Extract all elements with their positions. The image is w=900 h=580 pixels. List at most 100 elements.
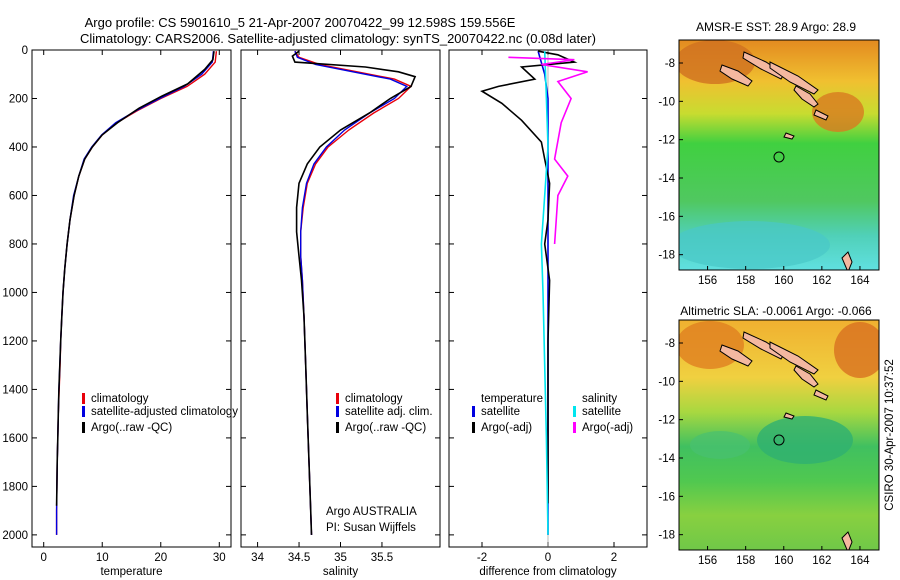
legend-argo-label: Argo(..raw -QC) xyxy=(91,422,172,434)
map-y-tick-label: -8 xyxy=(665,338,675,350)
sla-low-patch xyxy=(690,431,750,459)
map-axis-ticks: 156 158 160 162 164 -8 -10 -12 -14 -16 -18 xyxy=(658,338,870,567)
map-y-tick-label: -12 xyxy=(658,135,675,147)
map-x-tick-label: 158 xyxy=(736,555,755,567)
y-tick-label: 400 xyxy=(9,142,28,154)
island-landmass xyxy=(813,109,829,121)
x-tick-label: 0 xyxy=(41,552,47,564)
map-x-tick-label: 160 xyxy=(774,555,793,567)
y-tick-label: 1400 xyxy=(2,384,28,396)
x-tick-label: 20 xyxy=(154,552,167,564)
sla-high-patch xyxy=(679,321,744,369)
legend-climatology-label: climatology xyxy=(91,393,149,405)
legend-sal-argo-label: Argo(-adj) xyxy=(582,422,633,434)
credit-line1: Argo AUSTRALIA xyxy=(326,506,417,518)
y-tick-label: 200 xyxy=(9,93,28,105)
legend-temperature-heading: temperature xyxy=(481,393,543,405)
y-tick-label: 0 xyxy=(22,45,28,57)
map-y-tick-label: -10 xyxy=(658,96,675,108)
legend-sal-satellite-swatch xyxy=(573,406,576,417)
profile-panel-1: 34 34.5 35 35.5 salinity xyxy=(240,49,441,578)
x-axis-label: salinity xyxy=(323,566,358,578)
argo-float-marker xyxy=(773,151,785,163)
figure-title-line1: Argo profile: CS 5901610_5 21-Apr-2007 2… xyxy=(85,15,516,30)
sst-map xyxy=(678,39,880,271)
map-x-tick-label: 162 xyxy=(812,275,831,287)
y-tick-label: 800 xyxy=(9,239,28,251)
panel-frame xyxy=(31,49,232,548)
map-y-tick-label: -14 xyxy=(658,173,675,185)
island-landmass xyxy=(742,51,785,80)
figure-title-line2: Climatology: CARS2006. Satellite-adjuste… xyxy=(80,31,596,46)
y-tick-label: 1600 xyxy=(2,433,28,445)
panel-frame xyxy=(240,49,441,548)
series-line-satellite-adjusted-climatology xyxy=(55,51,215,535)
x-tick-label: 0 xyxy=(545,552,551,564)
sla-map-frame xyxy=(678,319,880,551)
legend-argo-label: Argo(..raw -QC) xyxy=(345,422,426,434)
x-tick-label: 35.5 xyxy=(371,552,393,564)
legend-satellite-adj-label: satellite adj. clim. xyxy=(345,406,433,418)
legend-argo-swatch xyxy=(82,422,85,433)
y-tick-label: 2000 xyxy=(2,530,28,542)
legend-temp-argo-swatch xyxy=(472,422,475,433)
legend-sal-argo-swatch xyxy=(573,422,576,433)
sla-map-title: Altimetric SLA: -0.0061 Argo: -0.066 xyxy=(680,304,872,318)
y-tick-label: 1000 xyxy=(2,287,28,299)
map-axis-ticks: 156 158 160 162 164 -8 -10 -12 -14 -16 -18 xyxy=(658,58,870,287)
legend-salinity-heading: salinity xyxy=(582,393,617,405)
credit-line2: PI: Susan Wijffels xyxy=(326,522,416,534)
sla-map xyxy=(678,319,880,551)
legend-difference: temperaturesatelliteArgo(-adj)salinitysa… xyxy=(472,393,633,434)
sst-map-frame xyxy=(678,39,880,271)
legend-temp-satellite-swatch xyxy=(472,406,475,417)
legend-satellite-adjusted-label: satellite-adjusted climatology xyxy=(91,406,238,418)
series-line-argo-raw-qc- xyxy=(55,51,215,506)
legend-climatology-swatch xyxy=(82,393,85,404)
island-landmass xyxy=(793,365,819,388)
legend-temp-argo-label: Argo(-adj) xyxy=(481,422,532,434)
legend-temp-satellite-label: satellite xyxy=(481,406,520,418)
island-landmass xyxy=(783,132,795,140)
map-y-tick-label: -10 xyxy=(658,376,675,388)
map-y-tick-label: -18 xyxy=(658,530,675,542)
legend-argo-swatch xyxy=(336,422,339,433)
legend-climatology-label: climatology xyxy=(345,393,403,405)
map-x-tick-label: 164 xyxy=(850,275,870,287)
map-x-tick-label: 162 xyxy=(812,555,831,567)
map-x-tick-label: 156 xyxy=(698,275,717,287)
argo-float-marker xyxy=(773,434,785,446)
island-landmass xyxy=(841,531,853,550)
legend-satellite-adj-swatch xyxy=(336,406,339,417)
map-y-tick-label: -18 xyxy=(658,250,675,262)
legend-satellite-adjusted-swatch xyxy=(82,406,85,417)
island-landmass xyxy=(769,61,819,95)
series-line-argo-raw-qc- xyxy=(291,50,417,535)
island-landmass xyxy=(719,64,753,87)
legend-climatology-swatch xyxy=(336,393,339,404)
map-x-tick-label: 158 xyxy=(736,275,755,287)
x-tick-label: 34.5 xyxy=(288,552,310,564)
sst-warm-patch xyxy=(812,92,864,132)
profile-panel-0: 0 10 20 30 0 200 400 600 800 1000 1200 1400 1600 1800… xyxy=(2,45,232,578)
sla-low-patch xyxy=(757,416,853,464)
island-landmass xyxy=(841,251,853,270)
series-line-climatology xyxy=(55,51,218,535)
island-landmass xyxy=(783,412,795,420)
island-landmass xyxy=(769,341,819,375)
island-landmass xyxy=(742,331,785,360)
x-tick-label: 34 xyxy=(251,552,264,564)
island-landmass xyxy=(719,344,753,367)
legend-sal-satellite-label: satellite xyxy=(582,406,621,418)
x-tick-label: 10 xyxy=(96,552,109,564)
x-tick-label: 30 xyxy=(213,552,226,564)
series-line-salinity-argo-adj- xyxy=(508,56,588,245)
y-tick-label: 1200 xyxy=(2,336,28,348)
sst-cool-patch xyxy=(679,221,830,269)
map-y-tick-label: -12 xyxy=(658,415,675,427)
series-line-temperature-argo-adj- xyxy=(480,50,578,504)
map-y-tick-label: -16 xyxy=(658,491,675,503)
y-tick-label: 1800 xyxy=(2,481,28,493)
